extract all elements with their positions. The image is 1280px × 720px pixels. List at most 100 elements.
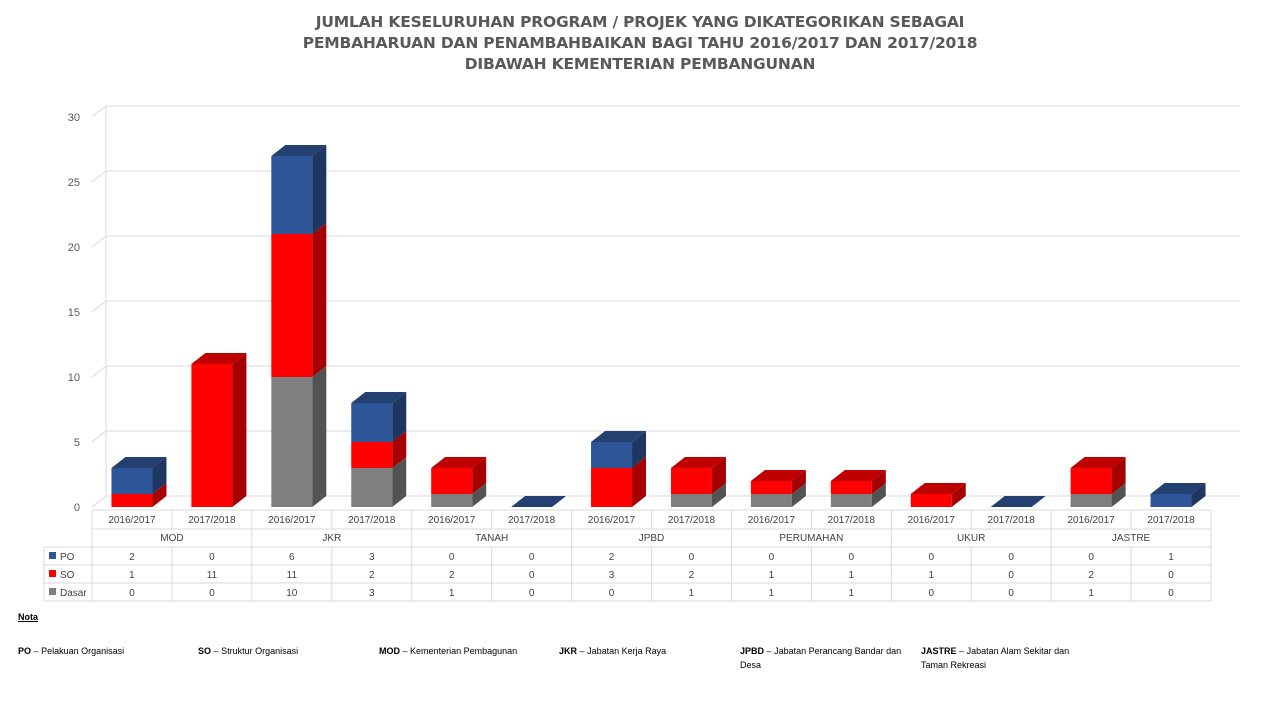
bar-segment-dasar <box>351 457 407 507</box>
table-value: 0 <box>529 552 535 563</box>
table-value: 0 <box>1168 570 1174 581</box>
legend-key-dasar <box>49 588 56 595</box>
bar-side <box>472 483 487 507</box>
chart-title-line-2: PEMBAHARUAN DAN PENAMBAHBAIKAN BAGI TAHU… <box>302 34 978 52</box>
bar-top <box>1070 457 1126 468</box>
bar-front <box>191 364 233 507</box>
bar-front <box>670 468 712 494</box>
gridline <box>91 300 1240 313</box>
bar-segment-po <box>271 145 327 234</box>
bar-segment-so <box>1070 457 1126 494</box>
bar-top <box>750 470 806 481</box>
y-tick-label: 15 <box>68 307 80 319</box>
bar-side <box>632 431 647 468</box>
gridline <box>91 495 1240 508</box>
y-tick-label: 5 <box>74 437 80 449</box>
legend-label: Dasar <box>60 588 87 599</box>
bar-front <box>431 468 473 494</box>
bar-side <box>791 483 806 507</box>
bar-front <box>670 494 712 507</box>
bar-front <box>351 468 393 507</box>
bar-front <box>1150 494 1192 507</box>
bar-side <box>871 483 886 507</box>
bar-segment-so <box>111 483 167 507</box>
gridline <box>91 170 1240 183</box>
x-tick-label: 2016/2017 <box>588 515 636 526</box>
y-tick-label: 10 <box>68 372 80 384</box>
bar-side <box>152 483 167 507</box>
bar-front <box>431 494 473 507</box>
bar-segment-so <box>271 223 327 377</box>
bar-front <box>271 377 313 507</box>
table-value: 0 <box>1008 588 1014 599</box>
x-tick-label: 2016/2017 <box>1067 515 1115 526</box>
bar-segment-po <box>1150 483 1206 507</box>
y-axis: 0 5 10 15 20 25 30 <box>68 112 80 514</box>
table-value: 3 <box>609 570 615 581</box>
legend-key-po <box>49 552 56 559</box>
table-value: 0 <box>209 552 215 563</box>
table-value: 0 <box>529 570 535 581</box>
gridline <box>91 365 1240 378</box>
bar-top <box>591 431 647 442</box>
x-tick-label: 2017/2018 <box>348 515 396 526</box>
bar-top-zero <box>511 496 567 507</box>
x-tick-label: 2017/2018 <box>988 515 1036 526</box>
bar-front <box>1070 468 1112 494</box>
y-tick-label: 30 <box>68 112 80 124</box>
bar-segment-dasar <box>750 483 806 507</box>
y-tick-label: 0 <box>74 502 80 514</box>
bar-side <box>392 457 407 507</box>
bar-front <box>271 234 313 377</box>
bar-side <box>392 431 407 468</box>
table-value: 1 <box>1168 552 1174 563</box>
bar-side <box>472 457 487 494</box>
bar-side <box>711 457 726 494</box>
bars <box>111 145 1206 507</box>
bar-side <box>1111 483 1126 507</box>
table-value: 3 <box>369 588 375 599</box>
table-value: 1 <box>849 570 855 581</box>
bar-side <box>232 353 247 507</box>
data-table: 2016/2017 2017/2018 2016/2017 2017/2018 2016… <box>43 509 1212 602</box>
bar-segment-dasar <box>431 483 487 507</box>
bar-front <box>271 156 313 234</box>
group-label: JASTRE <box>1112 533 1151 544</box>
table-value: 0 <box>209 588 215 599</box>
table-value: 0 <box>1008 552 1014 563</box>
table-value: 2 <box>609 552 615 563</box>
bar-segment-so <box>191 353 247 507</box>
bar-segment-dasar <box>1070 483 1126 507</box>
bar-front <box>830 494 872 507</box>
bar-side <box>871 470 886 494</box>
table-value: 2 <box>1088 570 1094 581</box>
bar-top <box>271 145 327 156</box>
bar-front <box>750 481 792 494</box>
x-tick-label: 2016/2017 <box>268 515 316 526</box>
bar-top <box>910 483 966 494</box>
bar-side <box>951 483 966 507</box>
table-value: 1 <box>928 570 934 581</box>
table-value: 0 <box>1168 588 1174 599</box>
bar-segment-so <box>431 457 487 494</box>
bar-front <box>591 442 633 468</box>
bar-side <box>152 457 167 494</box>
bar-side <box>711 483 726 507</box>
legend-label: SO <box>60 570 75 581</box>
gridline <box>91 235 1240 248</box>
group-label: JPBD <box>639 533 665 544</box>
bar-segment-dasar <box>830 483 886 507</box>
group-label: MOD <box>160 533 183 544</box>
group-label: TANAH <box>475 533 508 544</box>
bar-front <box>910 494 952 507</box>
bar-segment-so <box>351 431 407 468</box>
x-tick-label: 2017/2018 <box>1147 515 1195 526</box>
bar-top <box>670 457 726 468</box>
table-value: 0 <box>1008 570 1014 581</box>
table-value: 0 <box>529 588 535 599</box>
table-value: 0 <box>449 552 455 563</box>
table-value: 1 <box>129 570 135 581</box>
bar-segment-so <box>830 470 886 494</box>
bar-segment-po <box>351 392 407 442</box>
